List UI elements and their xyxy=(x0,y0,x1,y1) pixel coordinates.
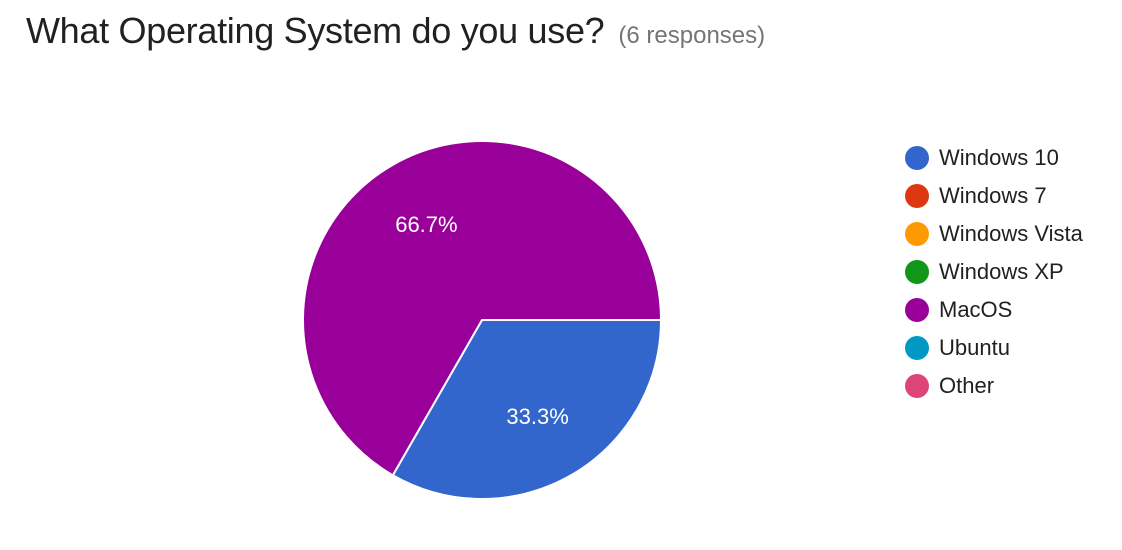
legend-item-windows-7[interactable]: Windows 7 xyxy=(905,177,1083,215)
legend-swatch-icon xyxy=(905,222,929,246)
legend-item-windows-xp[interactable]: Windows XP xyxy=(905,253,1083,291)
pie-slice-windows-10 xyxy=(391,319,663,500)
legend-item-macos[interactable]: MacOS xyxy=(905,291,1083,329)
legend-item-ubuntu[interactable]: Ubuntu xyxy=(905,329,1083,367)
legend-label: Windows Vista xyxy=(939,221,1083,246)
legend-swatch-icon xyxy=(905,336,929,360)
chart-legend: Windows 10 Windows 7 Windows Vista Windows … xyxy=(905,139,1083,405)
slice-label-macos: 66.7% xyxy=(395,212,457,237)
pie-slice-macos xyxy=(302,140,663,477)
legend-swatch-icon xyxy=(905,260,929,284)
legend-item-other[interactable]: Other xyxy=(905,367,1083,405)
chart-header: What Operating System do you use? (6 res… xyxy=(26,10,765,52)
legend-label: Windows 10 xyxy=(939,145,1059,170)
legend-item-windows-10[interactable]: Windows 10 xyxy=(905,139,1083,177)
response-count: (6 responses) xyxy=(618,22,766,49)
legend-swatch-icon xyxy=(905,298,929,322)
legend-label: Windows XP xyxy=(939,259,1064,284)
legend-swatch-icon xyxy=(905,374,929,398)
slice-label-windows-10: 33.3% xyxy=(506,404,568,429)
legend-label: Ubuntu xyxy=(939,335,1010,360)
legend-swatch-icon xyxy=(905,184,929,208)
legend-item-windows-vista[interactable]: Windows Vista xyxy=(905,215,1083,253)
legend-label: Windows 7 xyxy=(939,183,1047,208)
legend-label: Other xyxy=(939,373,995,398)
chart-title: What Operating System do you use? xyxy=(26,10,605,51)
legend-swatch-icon xyxy=(905,146,929,170)
legend-label: MacOS xyxy=(939,297,1013,322)
